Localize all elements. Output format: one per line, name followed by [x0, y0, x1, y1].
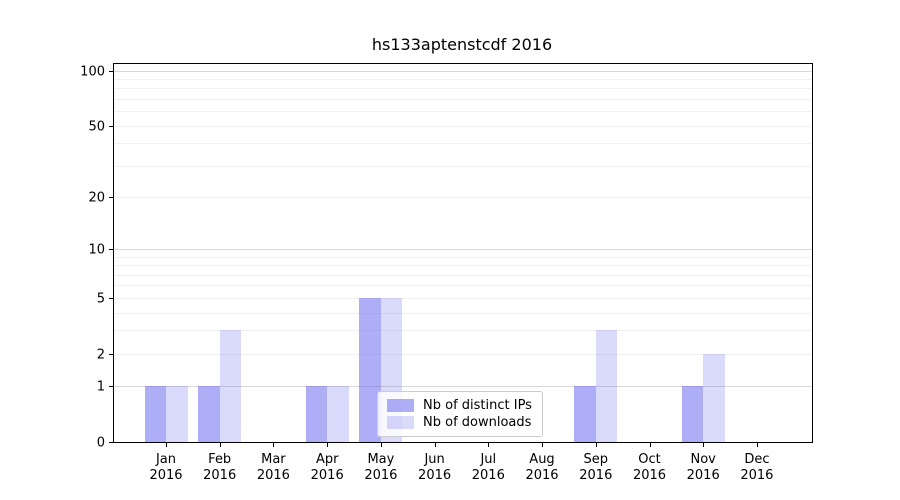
- bar-downloads: [595, 330, 618, 442]
- y-axis-tick: [109, 125, 113, 127]
- bar-distinct-ips: [574, 386, 596, 442]
- axis-spine: [113, 63, 813, 64]
- x-axis-tick: [380, 443, 382, 447]
- gridline-minor: [113, 79, 812, 80]
- x-tick-label: Oct 2016: [632, 452, 667, 483]
- gridline-minor: [113, 125, 812, 127]
- bar-downloads: [166, 386, 188, 442]
- gridline-minor: [113, 274, 812, 276]
- gridline-major: [113, 70, 812, 72]
- bar-distinct-ips: [359, 297, 381, 442]
- y-tick-label: 50: [88, 119, 105, 135]
- bar-downloads: [219, 330, 242, 442]
- legend-entry-downloads: Nb of downloads: [387, 414, 534, 431]
- bar-distinct-ips: [144, 386, 166, 442]
- x-axis-tick: [273, 443, 275, 447]
- legend: Nb of distinct IPs Nb of downloads: [377, 391, 543, 437]
- legend-entry-distinct-ips: Nb of distinct IPs: [387, 397, 534, 414]
- gridline-major: [113, 386, 812, 388]
- bar-downloads: [703, 353, 725, 442]
- y-axis-tick: [109, 249, 113, 250]
- gridline-major: [113, 249, 812, 250]
- x-axis-tick: [756, 443, 758, 447]
- y-axis-tick: [109, 353, 113, 355]
- gridline-minor: [113, 143, 812, 145]
- plot-area: [113, 63, 812, 442]
- x-tick-label: Jan 2016: [149, 452, 183, 483]
- gridline-minor: [113, 88, 812, 90]
- y-tick-label: 5: [96, 291, 105, 307]
- gridline-minor: [113, 165, 812, 167]
- legend-swatch-downloads-icon: [387, 416, 414, 429]
- x-axis-tick: [488, 443, 490, 447]
- y-tick-label: 2: [96, 347, 105, 363]
- bar-downloads: [327, 386, 349, 442]
- x-tick-label: Nov 2016: [686, 452, 720, 483]
- gridline-minor: [113, 285, 812, 287]
- y-axis-tick: [109, 386, 113, 388]
- x-tick-label: Mar 2016: [256, 452, 290, 483]
- x-tick-label: Apr 2016: [310, 452, 344, 483]
- legend-swatch-distinct-ips-icon: [387, 399, 414, 412]
- x-tick-label: Aug 2016: [525, 452, 559, 483]
- gridline-minor: [113, 197, 812, 198]
- axis-spine: [113, 63, 114, 443]
- x-tick-label: Dec 2016: [740, 452, 774, 483]
- x-axis-tick: [327, 443, 329, 447]
- gridline-minor: [113, 265, 812, 267]
- y-axis-tick: [109, 197, 113, 198]
- x-tick-label: May 2016: [364, 452, 398, 483]
- y-axis-tick: [109, 442, 113, 443]
- gridline-minor: [113, 256, 812, 258]
- y-tick-label: 100: [80, 64, 105, 80]
- legend-label-downloads: Nb of downloads: [423, 415, 532, 430]
- gridline-minor: [113, 297, 812, 299]
- axis-spine: [812, 63, 813, 443]
- legend-label-distinct-ips: Nb of distinct IPs: [423, 398, 532, 413]
- gridline-minor: [113, 111, 812, 113]
- axis-spine: [113, 442, 813, 443]
- gridline-minor: [113, 99, 812, 100]
- x-axis-tick: [166, 443, 167, 447]
- bar-distinct-ips: [198, 386, 220, 442]
- x-tick-label: Jun 2016: [418, 452, 452, 483]
- gridline-minor: [113, 330, 812, 332]
- y-axis-tick: [109, 70, 113, 72]
- y-tick-label: 10: [88, 242, 105, 258]
- bar-distinct-ips: [305, 386, 328, 442]
- y-tick-label: 1: [96, 379, 105, 395]
- gridline-minor: [113, 312, 812, 314]
- y-axis-tick: [109, 297, 113, 299]
- gridline-minor: [113, 353, 812, 355]
- x-axis-tick: [219, 443, 221, 447]
- x-axis-tick: [703, 443, 705, 447]
- y-tick-label: 0: [96, 435, 105, 451]
- x-tick-label: Jul 2016: [471, 452, 505, 483]
- x-axis-tick: [542, 443, 543, 447]
- x-axis-tick: [434, 443, 436, 447]
- x-tick-label: Sep 2016: [579, 452, 613, 483]
- x-axis-tick: [595, 443, 597, 447]
- x-axis-tick: [649, 443, 651, 447]
- bar-distinct-ips: [681, 386, 704, 442]
- y-tick-label: 20: [88, 190, 105, 206]
- x-tick-label: Feb 2016: [203, 452, 237, 483]
- chart-title: hs133aptenstcdf 2016: [371, 35, 553, 54]
